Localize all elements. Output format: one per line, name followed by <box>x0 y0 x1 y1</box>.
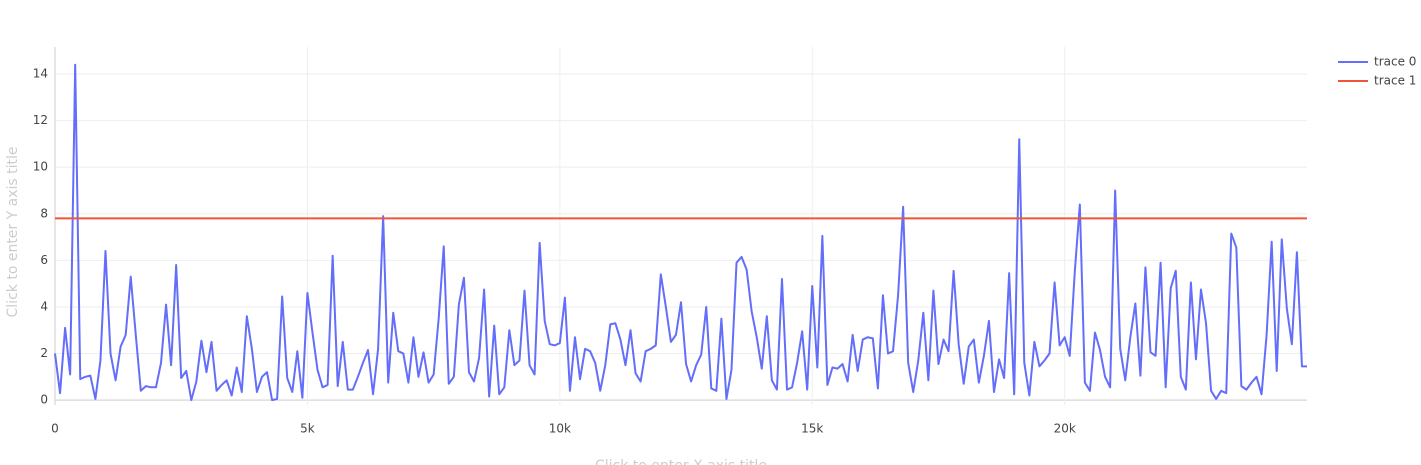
x-tick-label: 20k <box>1054 422 1076 436</box>
x-axis-title[interactable]: Click to enter X axis title <box>595 458 767 465</box>
y-tick-label: 2 <box>40 346 48 360</box>
y-tick-label: 6 <box>40 253 48 267</box>
legend-label: trace 1 <box>1374 74 1416 88</box>
legend-label: trace 0 <box>1374 55 1416 69</box>
x-tick-label: 10k <box>549 422 571 436</box>
y-axis-title[interactable]: Click to enter Y axis title <box>5 147 21 318</box>
y-tick-label: 0 <box>40 393 48 407</box>
x-tick-label: 0 <box>51 422 59 436</box>
y-tick-label: 4 <box>40 299 48 313</box>
x-tick-label: 15k <box>801 422 823 436</box>
y-tick-label: 10 <box>33 160 48 174</box>
y-tick-label: 8 <box>40 206 48 220</box>
x-tick-label: 5k <box>300 422 315 436</box>
y-tick-label: 14 <box>33 67 48 81</box>
y-tick-label: 12 <box>33 113 48 127</box>
line-series <box>54 63 1307 402</box>
